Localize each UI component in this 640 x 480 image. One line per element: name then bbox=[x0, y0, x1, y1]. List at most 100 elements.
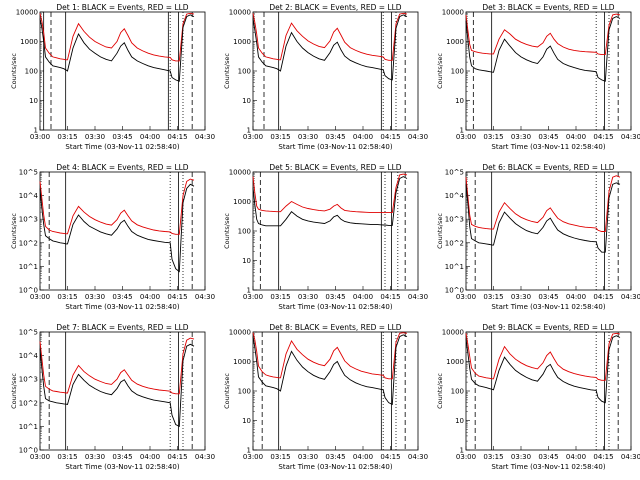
y-tick-label: 10^3 bbox=[19, 216, 38, 224]
x-tick-label: 04:15 bbox=[593, 453, 613, 461]
y-tick-label: 10^5 bbox=[19, 169, 38, 177]
y-tick-label: 1000 bbox=[233, 38, 251, 46]
x-axis-label: Start Time (03-Nov-11 02:58:40) bbox=[65, 303, 179, 311]
x-axis-label: Start Time (03-Nov-11 02:58:40) bbox=[491, 463, 605, 471]
x-tick-label: 03:15 bbox=[57, 453, 77, 461]
series-lld-line bbox=[465, 13, 621, 56]
panel-title: Det 2: BLACK = Events, RED = LLD bbox=[269, 3, 401, 12]
series-events-line bbox=[465, 335, 621, 404]
x-tick-label: 03:30 bbox=[511, 293, 531, 301]
y-tick-label: 1000 bbox=[446, 358, 464, 366]
y-tick-label: 10^1 bbox=[19, 263, 38, 271]
x-tick-label: 03:00 bbox=[30, 133, 50, 141]
x-tick-label: 04:15 bbox=[593, 133, 613, 141]
panel-title: Det 3: BLACK = Events, RED = LLD bbox=[482, 3, 614, 12]
y-tick-label: 100 bbox=[25, 68, 38, 76]
series-lld-line bbox=[252, 332, 408, 380]
x-tick-label: 04:30 bbox=[195, 293, 215, 301]
y-tick-label: 10^4 bbox=[445, 192, 465, 200]
y-tick-label: 10 bbox=[242, 97, 251, 105]
x-tick-label: 04:00 bbox=[140, 453, 160, 461]
x-tick-label: 03:45 bbox=[538, 453, 558, 461]
series-lld-line bbox=[39, 178, 195, 235]
x-tick-label: 04:00 bbox=[566, 453, 586, 461]
x-tick-label: 04:00 bbox=[566, 293, 586, 301]
x-tick-label: 03:15 bbox=[57, 293, 77, 301]
x-tick-label: 04:30 bbox=[195, 453, 215, 461]
x-tick-label: 04:00 bbox=[140, 133, 160, 141]
series-events-line bbox=[252, 14, 408, 81]
panel-title: Det 6: BLACK = Events, RED = LLD bbox=[482, 163, 614, 172]
panel-title: Det 5: BLACK = Events, RED = LLD bbox=[269, 163, 401, 172]
x-tick-label: 04:30 bbox=[195, 133, 215, 141]
x-axis-label: Start Time (03-Nov-11 02:58:40) bbox=[65, 463, 179, 471]
x-tick-label: 03:15 bbox=[57, 133, 77, 141]
x-tick-label: 03:15 bbox=[483, 133, 503, 141]
y-tick-label: 1 bbox=[247, 287, 251, 295]
x-tick-label: 04:30 bbox=[621, 293, 640, 301]
series-events-line bbox=[465, 16, 621, 82]
y-tick-label: 10^5 bbox=[445, 169, 464, 177]
panel-det-8: Det 8: BLACK = Events, RED = LLD 1 10 100 10… bbox=[223, 323, 428, 471]
y-tick-label: 10^1 bbox=[19, 423, 38, 431]
series-events-line bbox=[252, 334, 408, 406]
y-tick-label: 1 bbox=[247, 127, 251, 135]
y-tick-label: 1 bbox=[34, 127, 38, 135]
y-axis-label: Counts/sec bbox=[10, 53, 18, 89]
plot-frame bbox=[465, 171, 632, 291]
x-tick-label: 04:15 bbox=[380, 293, 400, 301]
x-tick-label: 03:30 bbox=[298, 133, 318, 141]
x-tick-label: 03:45 bbox=[112, 133, 132, 141]
x-tick-label: 03:30 bbox=[85, 293, 105, 301]
x-tick-label: 03:45 bbox=[112, 293, 132, 301]
y-tick-label: 10000 bbox=[442, 9, 464, 17]
x-tick-label: 04:15 bbox=[593, 293, 613, 301]
x-tick-label: 04:30 bbox=[408, 133, 428, 141]
plot-frame bbox=[39, 171, 206, 291]
y-tick-label: 100 bbox=[451, 68, 464, 76]
x-tick-label: 03:15 bbox=[270, 453, 290, 461]
y-axis-label: Counts/sec bbox=[436, 213, 444, 249]
y-axis-label: Counts/sec bbox=[10, 373, 18, 409]
x-tick-label: 04:00 bbox=[353, 453, 373, 461]
x-tick-label: 03:30 bbox=[298, 293, 318, 301]
x-tick-label: 03:30 bbox=[511, 453, 531, 461]
series-lld-line bbox=[252, 12, 408, 61]
x-tick-label: 04:15 bbox=[380, 133, 400, 141]
y-axis-label: Counts/sec bbox=[10, 213, 18, 249]
y-tick-label: 10^2 bbox=[445, 239, 464, 247]
y-tick-label: 10^3 bbox=[19, 376, 38, 384]
x-tick-label: 03:30 bbox=[85, 453, 105, 461]
y-tick-label: 1 bbox=[460, 447, 464, 455]
y-tick-label: 10^0 bbox=[19, 447, 38, 455]
y-tick-label: 1000 bbox=[20, 38, 38, 46]
x-tick-label: 04:00 bbox=[140, 293, 160, 301]
x-tick-label: 03:15 bbox=[270, 293, 290, 301]
y-axis-label: Counts/sec bbox=[223, 213, 231, 249]
y-tick-label: 1 bbox=[247, 447, 251, 455]
y-tick-label: 10^4 bbox=[19, 192, 39, 200]
x-axis-label: Start Time (03-Nov-11 02:58:40) bbox=[65, 143, 179, 151]
x-tick-label: 04:15 bbox=[167, 133, 187, 141]
x-tick-label: 04:30 bbox=[621, 133, 640, 141]
x-tick-label: 03:00 bbox=[243, 293, 263, 301]
series-lld-line bbox=[465, 175, 621, 232]
y-tick-label: 10^0 bbox=[445, 287, 464, 295]
x-tick-label: 03:00 bbox=[456, 453, 476, 461]
series-events-line bbox=[465, 182, 621, 253]
panel-det-6: Det 6: BLACK = Events, RED = LLD 10^0 10^1… bbox=[436, 163, 640, 311]
y-tick-label: 100 bbox=[238, 388, 251, 396]
y-tick-label: 10 bbox=[455, 417, 464, 425]
x-tick-label: 04:00 bbox=[353, 293, 373, 301]
x-tick-label: 04:15 bbox=[167, 453, 187, 461]
x-tick-label: 03:45 bbox=[325, 293, 345, 301]
x-tick-label: 03:15 bbox=[270, 133, 290, 141]
x-tick-label: 03:30 bbox=[511, 133, 531, 141]
x-axis-label: Start Time (03-Nov-11 02:58:40) bbox=[278, 143, 392, 151]
x-tick-label: 04:30 bbox=[408, 293, 428, 301]
panel-det-3: Det 3: BLACK = Events, RED = LLD 1 10 100 10… bbox=[436, 3, 640, 151]
y-tick-label: 10000 bbox=[229, 169, 251, 177]
y-tick-label: 10^5 bbox=[19, 329, 38, 337]
x-tick-label: 03:00 bbox=[456, 133, 476, 141]
